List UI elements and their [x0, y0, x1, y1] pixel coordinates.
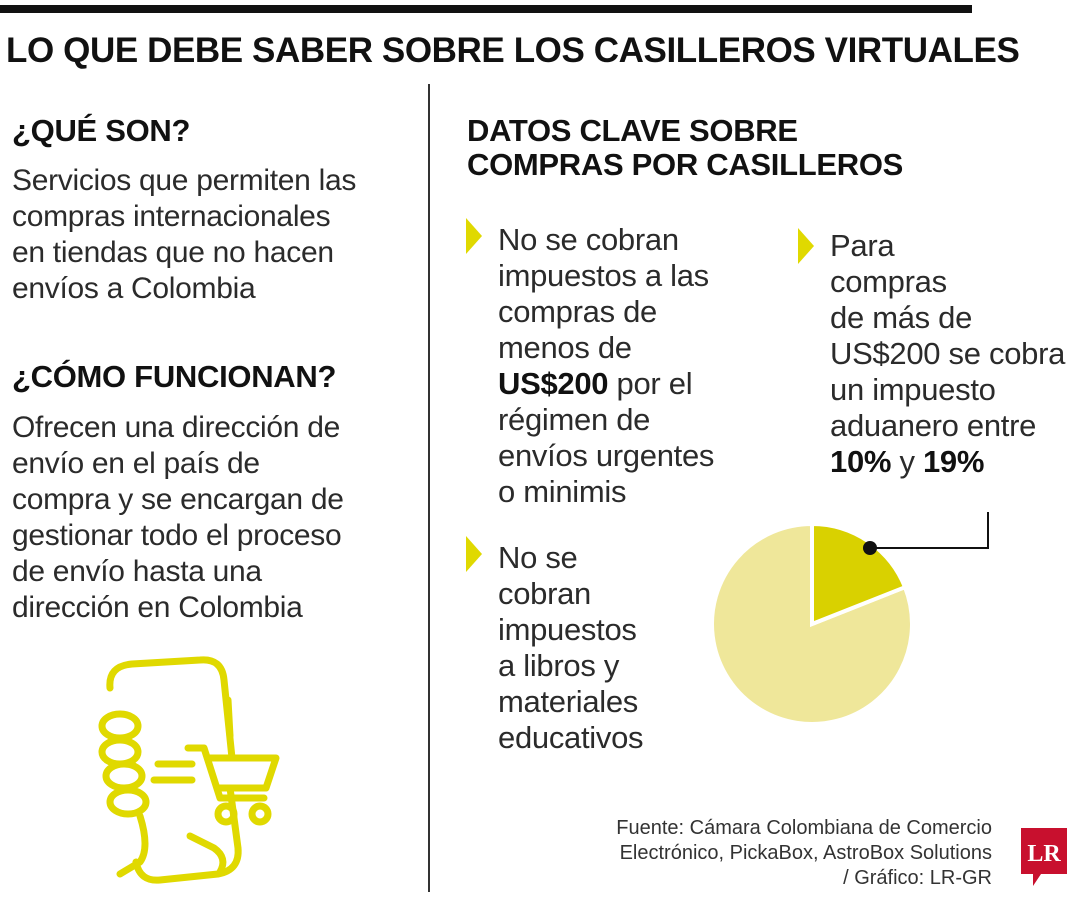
bullet-line: de más de	[830, 300, 973, 335]
source-line: Electrónico, PickaBox, AstroBox Solution…	[619, 842, 992, 864]
datos-clave-heading: DATOS CLAVE SOBRE COMPRAS POR CASILLEROS	[467, 114, 903, 182]
lr-logo: LR	[1021, 828, 1067, 886]
como-funcionan-line: gestionar todo el proceso	[12, 519, 342, 552]
tax-pie-chart	[710, 512, 989, 726]
bullet-line: envíos urgentes	[498, 438, 715, 473]
datos-clave-heading-line: DATOS CLAVE SOBRE	[467, 113, 798, 148]
pie-leader-dot	[863, 541, 877, 555]
como-funcionan-text: Ofrecen una dirección de envío en el paí…	[12, 410, 412, 626]
triangle-arrow-icon	[466, 536, 482, 572]
bullet-line: No se cobran	[498, 222, 679, 257]
bullet-fragment: y	[891, 444, 923, 479]
bullet-line: US$200 se cobra	[830, 336, 1066, 371]
top-rule	[0, 5, 972, 13]
bullet-no-impuestos-200: No se cobran impuestos a las compras de …	[498, 222, 738, 510]
bullet-line: No se	[498, 540, 578, 575]
que-son-line: en tiendas que no hacen	[12, 236, 334, 269]
bullet-line: cobran	[498, 576, 591, 611]
que-son-text: Servicios que permiten las compras inter…	[12, 163, 412, 307]
source-credit: Fuente: Cámara Colombiana de Comercio El…	[616, 816, 992, 891]
bullet-line: régimen de	[498, 402, 651, 437]
bullet-line: impuestos a las	[498, 258, 709, 293]
que-son-line: Servicios que permiten las	[12, 164, 357, 197]
que-son-line: envíos a Colombia	[12, 272, 256, 305]
bullet-line: Para	[830, 228, 895, 263]
como-funcionan-line: de envío hasta una	[12, 555, 262, 588]
bullet-impuesto-aduanero: Para compras de más de US$200 se cobra u…	[830, 228, 1080, 480]
pie-leader-line	[870, 512, 989, 549]
triangle-arrow-icon	[798, 228, 814, 264]
bullet-line: menos de	[498, 330, 632, 365]
amount-bold: US$200	[498, 366, 609, 401]
bullet-line: a libros y	[498, 648, 620, 683]
bullet-line: educativos	[498, 720, 644, 755]
como-funcionan-heading: ¿CÓMO FUNCIONAN?	[12, 359, 337, 394]
page-title: LO QUE DEBE SABER SOBRE LOS CASILLEROS V…	[6, 31, 1020, 70]
percent-bold: 19%	[922, 444, 985, 479]
column-divider	[428, 84, 430, 892]
bullet-line: un impuesto	[830, 372, 996, 407]
que-son-heading: ¿QUÉ SON?	[12, 113, 191, 148]
como-funcionan-line: envío en el país de	[12, 447, 260, 480]
phone-shopping-cart-icon	[98, 656, 280, 884]
bullet-line: materiales	[498, 684, 638, 719]
datos-clave-heading-line: COMPRAS POR CASILLEROS	[467, 147, 904, 182]
como-funcionan-line: compra y se encargan de	[12, 483, 344, 516]
como-funcionan-line: Ofrecen una dirección de	[12, 411, 341, 444]
triangle-arrow-icon	[466, 218, 482, 254]
percent-bold: 10%	[830, 444, 892, 479]
bullet-line: compras de	[498, 294, 657, 329]
source-line: Fuente: Cámara Colombiana de Comercio	[616, 817, 992, 839]
bullet-line: compras	[830, 264, 947, 299]
bullet-fragment: por el	[608, 366, 693, 401]
bullet-line: impuestos	[498, 612, 637, 647]
bullet-line: US$200 por el	[498, 366, 738, 402]
bullet-line: aduanero entre	[830, 408, 1037, 443]
svg-text:LR: LR	[1027, 841, 1061, 867]
bullet-line: 10% y 19%	[830, 444, 1080, 480]
source-line: / Gráfico: LR-GR	[843, 867, 992, 889]
bullet-line: o minimis	[498, 474, 627, 509]
como-funcionan-line: dirección en Colombia	[12, 591, 303, 624]
que-son-line: compras internacionales	[12, 200, 331, 233]
bullet-libros-exentos: No se cobran impuestos a libros y materi…	[498, 540, 698, 756]
